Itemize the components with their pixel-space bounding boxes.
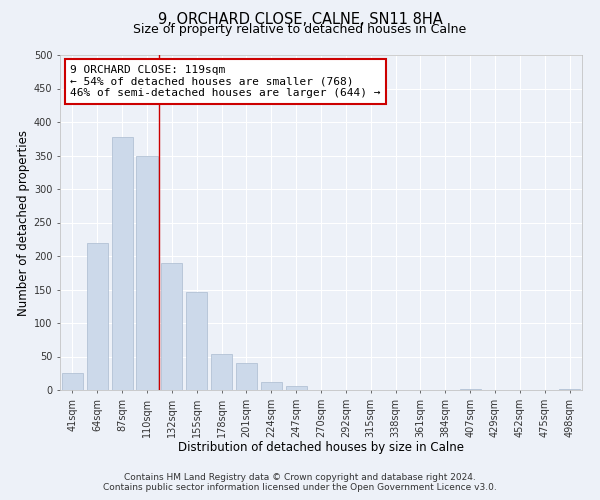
Y-axis label: Number of detached properties: Number of detached properties <box>17 130 29 316</box>
Bar <box>460 388 481 390</box>
Bar <box>286 386 307 390</box>
Bar <box>559 388 580 390</box>
Bar <box>136 156 158 390</box>
Bar <box>186 292 207 390</box>
Bar <box>161 262 182 390</box>
Text: 9, ORCHARD CLOSE, CALNE, SN11 8HA: 9, ORCHARD CLOSE, CALNE, SN11 8HA <box>158 12 442 28</box>
Text: Size of property relative to detached houses in Calne: Size of property relative to detached ho… <box>133 22 467 36</box>
Bar <box>112 136 133 390</box>
Bar <box>236 363 257 390</box>
Text: 9 ORCHARD CLOSE: 119sqm
← 54% of detached houses are smaller (768)
46% of semi-d: 9 ORCHARD CLOSE: 119sqm ← 54% of detache… <box>70 65 381 98</box>
Bar <box>62 373 83 390</box>
Bar <box>261 382 282 390</box>
X-axis label: Distribution of detached houses by size in Calne: Distribution of detached houses by size … <box>178 441 464 454</box>
Bar <box>87 242 108 390</box>
Bar <box>211 354 232 390</box>
Text: Contains HM Land Registry data © Crown copyright and database right 2024.
Contai: Contains HM Land Registry data © Crown c… <box>103 473 497 492</box>
